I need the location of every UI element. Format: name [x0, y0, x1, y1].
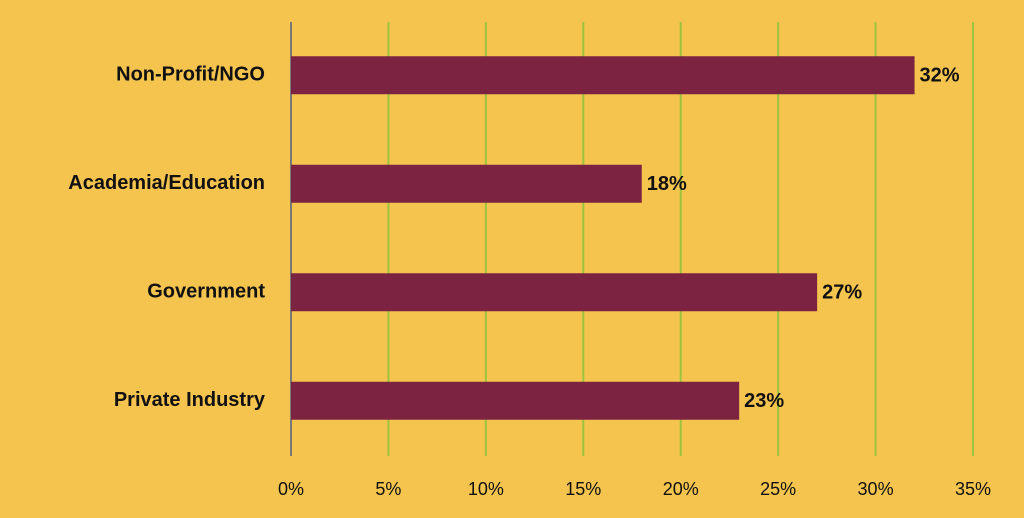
x-tick-label: 20%	[663, 479, 699, 499]
y-tick-label: Government	[147, 281, 265, 303]
y-tick-label: Private Industry	[114, 389, 266, 411]
x-tick-label: 0%	[278, 479, 304, 499]
data-label: 23%	[744, 390, 784, 412]
data-label: 18%	[647, 173, 687, 195]
x-tick-label: 15%	[565, 479, 601, 499]
y-tick-label: Non-Profit/NGO	[116, 64, 265, 86]
data-label: 32%	[920, 65, 960, 87]
x-tick-label: 35%	[955, 479, 991, 499]
bar	[291, 273, 818, 312]
bar	[291, 381, 740, 420]
x-tick-label: 25%	[760, 479, 796, 499]
y-tick-label: Academia/Education	[68, 172, 265, 194]
x-tick-label: 30%	[858, 479, 894, 499]
bar	[291, 56, 915, 95]
x-tick-label: 10%	[468, 479, 504, 499]
data-label: 27%	[822, 282, 862, 304]
x-tick-label: 5%	[375, 479, 401, 499]
bar	[291, 164, 642, 203]
